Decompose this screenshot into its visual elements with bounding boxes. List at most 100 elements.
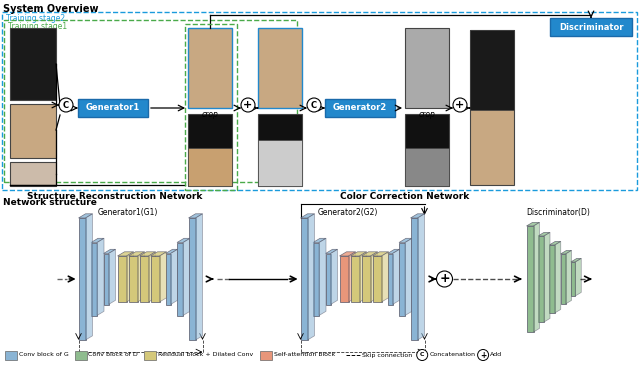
Polygon shape (150, 252, 166, 256)
Bar (189, 218, 195, 340)
Text: Generator2(G2): Generator2(G2) (318, 208, 378, 217)
Polygon shape (307, 214, 314, 340)
Bar (538, 236, 544, 322)
Polygon shape (86, 214, 93, 340)
Polygon shape (561, 250, 572, 254)
Polygon shape (148, 252, 156, 302)
Text: Discriminator(D): Discriminator(D) (526, 208, 590, 217)
Circle shape (417, 349, 428, 360)
Bar (550, 18, 632, 36)
Bar (185, 24, 237, 190)
Bar (405, 114, 449, 186)
Bar (399, 243, 405, 316)
Circle shape (436, 271, 452, 287)
Polygon shape (195, 214, 202, 340)
Text: C: C (311, 101, 317, 109)
Polygon shape (159, 252, 166, 302)
Polygon shape (405, 238, 412, 316)
Circle shape (59, 98, 73, 112)
Text: System Overview: System Overview (3, 4, 99, 14)
Text: Training stage2: Training stage2 (6, 14, 65, 23)
Polygon shape (575, 258, 581, 296)
Text: Conv block of G: Conv block of G (19, 352, 68, 357)
Circle shape (477, 349, 488, 360)
Polygon shape (127, 252, 134, 302)
Text: Residual block + Dilated Conv: Residual block + Dilated Conv (158, 352, 253, 357)
Polygon shape (118, 252, 134, 256)
Polygon shape (189, 214, 202, 218)
Polygon shape (170, 249, 177, 305)
Text: Conv block of D: Conv block of D (88, 352, 138, 357)
Polygon shape (91, 238, 104, 243)
Bar (78, 99, 148, 117)
Polygon shape (79, 214, 93, 218)
Polygon shape (410, 214, 424, 218)
Bar (166, 254, 170, 305)
Text: +: + (243, 100, 253, 110)
Bar (372, 256, 381, 302)
Polygon shape (104, 249, 115, 254)
Bar (362, 256, 371, 302)
Bar (325, 99, 395, 117)
Bar (79, 218, 86, 340)
Text: C: C (420, 352, 424, 357)
Polygon shape (97, 238, 104, 316)
Polygon shape (538, 232, 550, 236)
Bar (549, 245, 555, 313)
Bar (351, 256, 360, 302)
Bar (2, 12, 637, 190)
Polygon shape (371, 252, 378, 302)
Bar (405, 28, 449, 108)
Circle shape (307, 98, 321, 112)
Polygon shape (399, 238, 412, 243)
Bar (470, 30, 514, 185)
Bar (326, 254, 330, 305)
Bar (140, 256, 148, 302)
Polygon shape (109, 249, 115, 305)
Polygon shape (349, 252, 355, 302)
Bar (144, 351, 156, 360)
Text: +: + (456, 100, 465, 110)
Bar (177, 243, 183, 316)
Polygon shape (330, 249, 337, 305)
Circle shape (453, 98, 467, 112)
Polygon shape (381, 252, 388, 302)
Text: Color Correction Network: Color Correction Network (340, 192, 470, 201)
Text: C: C (63, 101, 69, 109)
Polygon shape (534, 222, 540, 332)
Text: Generator1: Generator1 (86, 103, 140, 113)
Polygon shape (313, 238, 326, 243)
Polygon shape (351, 252, 367, 256)
Polygon shape (140, 252, 156, 256)
Text: Add: Add (490, 352, 502, 357)
Bar (4, 20, 297, 182)
Bar (118, 256, 127, 302)
Polygon shape (527, 222, 540, 226)
Text: Network structure: Network structure (3, 198, 97, 207)
Bar (258, 28, 302, 108)
Polygon shape (301, 214, 314, 218)
Bar (313, 243, 319, 316)
Text: +: + (439, 273, 450, 286)
Bar (5, 351, 17, 360)
Bar (387, 254, 392, 305)
Circle shape (241, 98, 255, 112)
Polygon shape (566, 250, 572, 304)
Polygon shape (138, 252, 145, 302)
Bar (10, 162, 56, 186)
Polygon shape (129, 252, 145, 256)
Bar (74, 351, 86, 360)
Bar (339, 256, 349, 302)
Bar (10, 104, 56, 158)
Polygon shape (319, 238, 326, 316)
Bar (405, 148, 449, 186)
Polygon shape (571, 258, 581, 262)
Text: Generator2: Generator2 (333, 103, 387, 113)
Text: Generator1(G1): Generator1(G1) (98, 208, 158, 217)
Polygon shape (360, 252, 367, 302)
Text: crop: crop (419, 110, 435, 119)
Bar (571, 262, 575, 296)
Bar (561, 254, 566, 304)
Text: Skip connection: Skip connection (362, 352, 412, 357)
Polygon shape (392, 249, 399, 305)
